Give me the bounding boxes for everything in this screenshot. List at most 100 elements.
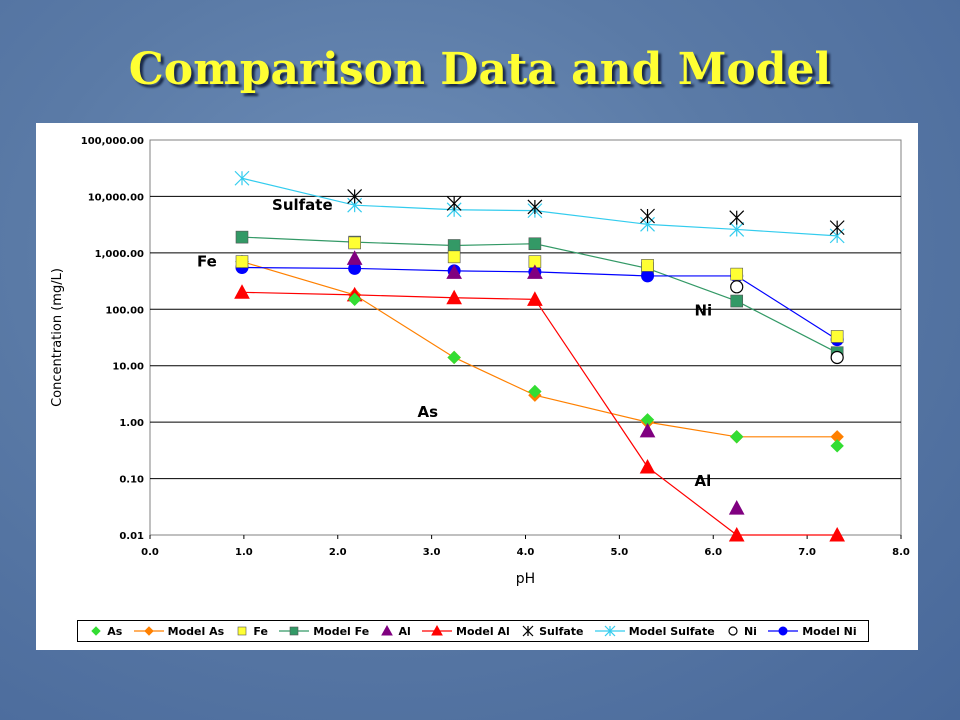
series-group	[234, 170, 846, 542]
x-tick-label: 5.0	[611, 547, 629, 558]
legend-item: Al	[380, 624, 411, 638]
legend-item: Sulfate	[521, 624, 584, 638]
data-point	[238, 626, 247, 636]
annotation-label: Ni	[694, 302, 712, 320]
data-point	[446, 264, 462, 279]
data-point	[829, 220, 845, 236]
legend-item: Model As	[133, 624, 224, 638]
data-point	[830, 330, 844, 343]
data-point	[91, 626, 101, 636]
plot-area	[149, 139, 902, 536]
x-axis-label: pH	[516, 571, 535, 587]
y-tick-label: 10,000.00	[88, 192, 144, 203]
x-tick-label: 8.0	[892, 547, 910, 558]
data-point	[778, 626, 788, 636]
annotations: Sulfate Fe Ni As Al	[197, 196, 712, 490]
data-point	[527, 264, 543, 279]
data-point	[730, 294, 744, 308]
legend-symbol	[522, 625, 534, 637]
data-point	[447, 239, 461, 252]
series-fe	[235, 236, 844, 343]
data-point	[143, 626, 154, 636]
legend-symbol	[728, 626, 738, 636]
tick-labels: 0.01 0.10 1.00 10.00 100.00 1,000.00 10,000.00…	[81, 136, 910, 558]
annotation-label: As	[418, 403, 439, 421]
data-point	[728, 500, 745, 515]
data-point	[641, 259, 654, 272]
data-point	[728, 526, 745, 542]
legend-label: Model Al	[456, 624, 510, 638]
data-point	[730, 430, 744, 444]
data-point	[729, 222, 745, 237]
y-tick-label: 100.00	[105, 305, 144, 316]
legend-symbol	[279, 626, 310, 636]
legend-label: Fe	[253, 624, 268, 638]
data-point	[234, 170, 250, 186]
x-tick-label: 4.0	[517, 547, 535, 558]
chart-panel: 0.01 0.10 1.00 10.00 100.00 1,000.00 10,000.00…	[36, 123, 918, 650]
legend-item: Fe	[235, 624, 268, 638]
x-tick-label: 1.0	[235, 547, 253, 558]
series-ni	[730, 280, 844, 365]
data-point	[289, 626, 299, 636]
chart-plot: 0.01 0.10 1.00 10.00 100.00 1,000.00 10,000.00…	[50, 136, 910, 587]
legend-symbol	[768, 626, 799, 636]
annotation-label: Al	[694, 472, 711, 490]
data-point	[528, 237, 542, 251]
x-tick-label: 7.0	[798, 547, 816, 558]
data-point	[639, 458, 656, 474]
legend-symbol	[91, 626, 101, 636]
data-point	[348, 236, 361, 250]
annotation-label: Fe	[197, 253, 217, 271]
legend-item: Model Fe	[279, 624, 369, 638]
data-point	[447, 250, 461, 264]
series-sulfate	[347, 189, 845, 236]
legend-item: As	[89, 624, 122, 638]
data-point	[446, 196, 462, 211]
data-point	[527, 291, 543, 306]
slide-title: Comparison Data and Model	[128, 44, 832, 95]
data-point	[640, 208, 655, 224]
data-point	[604, 625, 616, 637]
legend-symbol	[381, 624, 394, 636]
y-axis-label: Concentration (mg/L)	[50, 268, 65, 407]
y-tick-label: 10.00	[112, 362, 144, 373]
data-point	[641, 269, 655, 283]
legend-label: Model Sulfate	[628, 624, 715, 638]
data-point	[728, 626, 738, 636]
data-point	[830, 350, 844, 365]
legend-label: Al	[398, 624, 411, 638]
data-point	[528, 384, 542, 399]
data-point	[830, 439, 844, 453]
x-tick-label: 3.0	[423, 547, 441, 558]
annotation-label: Sulfate	[272, 196, 333, 214]
x-tick-label: 0.0	[141, 547, 159, 558]
y-tick-label: 0.01	[119, 531, 144, 542]
data-point	[527, 199, 543, 215]
data-point	[730, 267, 744, 281]
legend-item: Ni	[726, 624, 757, 638]
legend-label: Ni	[743, 624, 757, 638]
data-point	[729, 210, 745, 226]
legend-item: Model Sulfate	[594, 624, 715, 638]
legend-label: Model Fe	[313, 624, 370, 638]
legend-symbol	[238, 626, 247, 636]
data-point	[730, 280, 744, 294]
data-point	[347, 292, 362, 307]
data-point	[235, 255, 249, 268]
y-tick-label: 0.10	[119, 475, 144, 486]
y-tick-label: 1.00	[119, 418, 144, 429]
data-point	[381, 624, 394, 636]
x-tick-label: 6.0	[704, 547, 722, 558]
data-point	[234, 284, 250, 299]
data-point	[446, 289, 462, 305]
data-point	[447, 350, 461, 365]
data-point	[522, 625, 534, 637]
legend-symbol	[422, 624, 453, 636]
gridlines	[150, 195, 901, 480]
y-tick-label: 100,000.00	[81, 136, 144, 147]
data-point	[235, 230, 249, 244]
legend-label: Model Ni	[802, 624, 857, 638]
data-point	[829, 526, 846, 542]
legend-item: Model Al	[422, 624, 510, 638]
